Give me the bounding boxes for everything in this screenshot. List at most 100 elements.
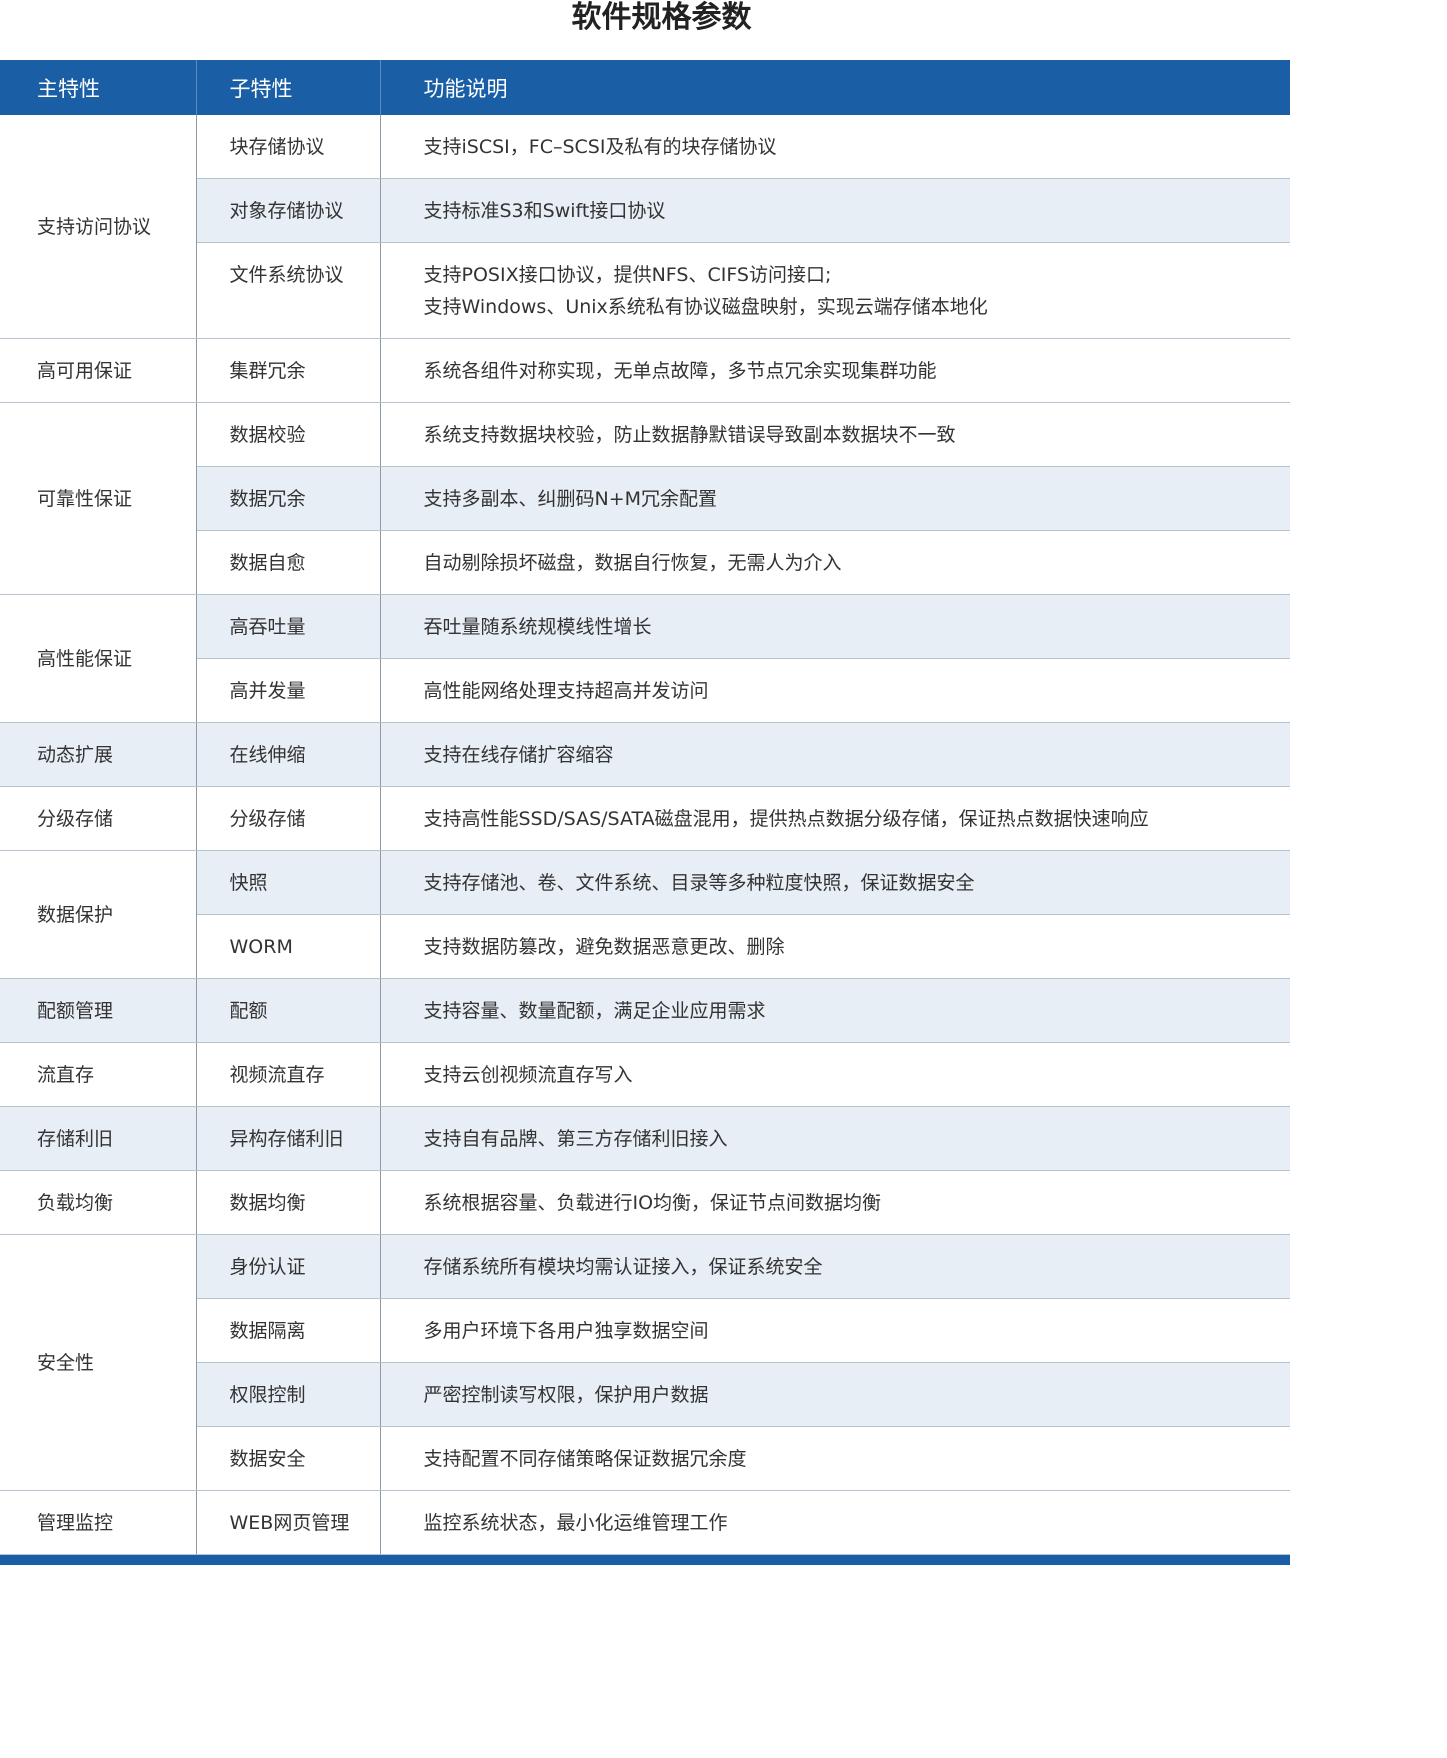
header-cell: 功能说明: [380, 60, 1290, 115]
description: 支持容量、数量配额，满足企业应用需求: [380, 978, 1290, 1043]
table-row: 流直存 视频流直存 支持云创视频流直存写入: [0, 1042, 1290, 1107]
description: 支持在线存储扩容缩容: [380, 722, 1290, 787]
sub-feature: 数据均衡: [196, 1170, 381, 1235]
description-line: 系统根据容量、负载进行IO均衡，保证节点间数据均衡: [423, 1191, 882, 1214]
description-line: 严密控制读写权限，保护用户数据: [423, 1383, 709, 1406]
description: 自动剔除损坏磁盘，数据自行恢复，无需人为介入: [380, 530, 1290, 595]
table-row: 对象存储协议 支持标准S3和Swift接口协议: [0, 178, 1290, 243]
table-row: 支持访问协议 块存储协议 支持iSCSI，FC–SCSI及私有的块存储协议: [0, 115, 1290, 339]
main-feature: 支持访问协议: [0, 115, 197, 339]
header-cell: 主特性: [0, 60, 197, 115]
sub-feature: 数据冗余: [196, 466, 381, 531]
sub-feature: 块存储协议: [196, 115, 381, 179]
sub-feature: 快照: [196, 850, 381, 915]
sub-feature: 视频流直存: [196, 1042, 381, 1107]
page-title: 软件规格参数: [571, 0, 752, 35]
description: 系统根据容量、负载进行IO均衡，保证节点间数据均衡: [380, 1170, 1290, 1235]
description-line: 支持存储池、卷、文件系统、目录等多种粒度快照，保证数据安全: [423, 871, 975, 894]
table-row: 数据自愈 自动剔除损坏磁盘，数据自行恢复，无需人为介入: [0, 530, 1290, 595]
description-line: 系统各组件对称实现，无单点故障，多节点冗余实现集群功能: [423, 359, 937, 382]
sub-feature: 数据自愈: [196, 530, 381, 595]
description: 吞吐量随系统规模线性增长: [380, 594, 1290, 659]
sub-feature: 集群冗余: [196, 338, 381, 403]
description: 支持iSCSI，FC–SCSI及私有的块存储协议: [380, 115, 1290, 179]
table-row: 动态扩展 在线伸缩 支持在线存储扩容缩容: [0, 722, 1290, 787]
spec-table: 主特性 子特性 功能说明 支持访问协议 块存储协议 支持iSCSI，FC–SCSI及…: [0, 60, 1290, 1555]
sub-feature: 对象存储协议: [196, 178, 381, 243]
header-row: 主特性 子特性 功能说明: [0, 60, 1290, 115]
sub-feature: 高吞吐量: [196, 594, 381, 659]
table-row: 数据安全 支持配置不同存储策略保证数据冗余度: [0, 1426, 1290, 1491]
description: 支持自有品牌、第三方存储利旧接入: [380, 1106, 1290, 1171]
main-feature: 存储利旧: [0, 1106, 197, 1171]
main-feature: 动态扩展: [0, 722, 197, 787]
description-line: 支持在线存储扩容缩容: [423, 743, 614, 766]
description: 支持存储池、卷、文件系统、目录等多种粒度快照，保证数据安全: [380, 850, 1290, 915]
sub-feature: 数据安全: [196, 1426, 381, 1491]
main-feature: 流直存: [0, 1042, 197, 1107]
sub-feature: 配额: [196, 978, 381, 1043]
table-row: 高并发量 高性能网络处理支持超高并发访问: [0, 658, 1290, 723]
main-feature: 数据保护: [0, 850, 197, 979]
sub-feature: 异构存储利旧: [196, 1106, 381, 1171]
sub-feature: 高并发量: [196, 658, 381, 723]
description: 支持多副本、纠删码N+M冗余配置: [380, 466, 1290, 531]
description-line: 支持自有品牌、第三方存储利旧接入: [423, 1127, 728, 1150]
description-line: 系统支持数据块校验，防止数据静默错误导致副本数据块不一致: [423, 423, 956, 446]
description-line: 存储系统所有模块均需认证接入，保证系统安全: [423, 1255, 823, 1278]
description: 严密控制读写权限，保护用户数据: [380, 1362, 1290, 1427]
description-line: 监控系统状态，最小化运维管理工作: [423, 1511, 728, 1534]
table-body: 支持访问协议 块存储协议 支持iSCSI，FC–SCSI及私有的块存储协议对象存储协…: [0, 115, 1290, 1555]
table-row: 负载均衡 数据均衡 系统根据容量、负载进行IO均衡，保证节点间数据均衡: [0, 1170, 1290, 1235]
description: 支持标准S3和Swift接口协议: [380, 178, 1290, 243]
description-line: 支持iSCSI，FC–SCSI及私有的块存储协议: [423, 135, 777, 158]
sub-feature: 数据隔离: [196, 1298, 381, 1363]
sub-feature: WORM: [196, 914, 381, 979]
sub-feature: 在线伸缩: [196, 722, 381, 787]
table-row: 高性能保证 高吞吐量 吞吐量随系统规模线性增长: [0, 594, 1290, 723]
sub-feature: 分级存储: [196, 786, 381, 851]
main-feature: 配额管理: [0, 978, 197, 1043]
main-feature: 分级存储: [0, 786, 197, 851]
description-line: 支持POSIX接口协议，提供NFS、CIFS访问接口;: [423, 263, 832, 286]
description: 监控系统状态，最小化运维管理工作: [380, 1490, 1290, 1555]
table-row: 高可用保证 集群冗余 系统各组件对称实现，无单点故障，多节点冗余实现集群功能: [0, 338, 1290, 403]
main-feature: 负载均衡: [0, 1170, 197, 1235]
description-line: 高性能网络处理支持超高并发访问: [423, 679, 709, 702]
description: 支持数据防篡改，避免数据恶意更改、删除: [380, 914, 1290, 979]
description-line: 自动剔除损坏磁盘，数据自行恢复，无需人为介入: [423, 551, 842, 574]
sub-feature: 数据校验: [196, 402, 381, 467]
table-row: 分级存储 分级存储 支持高性能SSD/SAS/SATA磁盘混用，提供热点数据分级存储…: [0, 786, 1290, 851]
sub-feature: 文件系统协议: [196, 242, 381, 339]
table-row: 文件系统协议 支持POSIX接口协议，提供NFS、CIFS访问接口; 支持Windo…: [0, 242, 1290, 339]
table-row: 数据保护 快照 支持存储池、卷、文件系统、目录等多种粒度快照，保证数据安全: [0, 850, 1290, 979]
description: 支持云创视频流直存写入: [380, 1042, 1290, 1107]
description-line: 支持高性能SSD/SAS/SATA磁盘混用，提供热点数据分级存储，保证热点数据快…: [423, 807, 1149, 830]
main-feature: 高性能保证: [0, 594, 197, 723]
header-cell: 子特性: [196, 60, 381, 115]
description: 高性能网络处理支持超高并发访问: [380, 658, 1290, 723]
table-row: 安全性 身份认证 存储系统所有模块均需认证接入，保证系统安全: [0, 1234, 1290, 1491]
description: 支持高性能SSD/SAS/SATA磁盘混用，提供热点数据分级存储，保证热点数据快…: [380, 786, 1290, 851]
description: 多用户环境下各用户独享数据空间: [380, 1298, 1290, 1363]
main-feature: 管理监控: [0, 1490, 197, 1555]
description: 存储系统所有模块均需认证接入，保证系统安全: [380, 1234, 1290, 1299]
description: 系统支持数据块校验，防止数据静默错误导致副本数据块不一致: [380, 402, 1290, 467]
description: 支持配置不同存储策略保证数据冗余度: [380, 1426, 1290, 1491]
table-row: 存储利旧 异构存储利旧 支持自有品牌、第三方存储利旧接入: [0, 1106, 1290, 1171]
table-row: 数据冗余 支持多副本、纠删码N+M冗余配置: [0, 466, 1290, 531]
table-row: 权限控制 严密控制读写权限，保护用户数据: [0, 1362, 1290, 1427]
table-row: 可靠性保证 数据校验 系统支持数据块校验，防止数据静默错误导致副本数据块不一致: [0, 402, 1290, 595]
sub-feature: 权限控制: [196, 1362, 381, 1427]
main-feature: 可靠性保证: [0, 402, 197, 595]
sub-feature: WEB网页管理: [196, 1490, 381, 1555]
description-line: 支持Windows、Unix系统私有协议磁盘映射，实现云端存储本地化: [423, 295, 988, 318]
sub-feature: 身份认证: [196, 1234, 381, 1299]
table-row: 管理监控 WEB网页管理 监控系统状态，最小化运维管理工作: [0, 1490, 1290, 1555]
description-line: 吞吐量随系统规模线性增长: [423, 615, 652, 638]
description-line: 支持配置不同存储策略保证数据冗余度: [423, 1447, 747, 1470]
description-line: 支持多副本、纠删码N+M冗余配置: [423, 487, 718, 510]
main-feature: 高可用保证: [0, 338, 197, 403]
description-line: 支持容量、数量配额，满足企业应用需求: [423, 999, 766, 1022]
